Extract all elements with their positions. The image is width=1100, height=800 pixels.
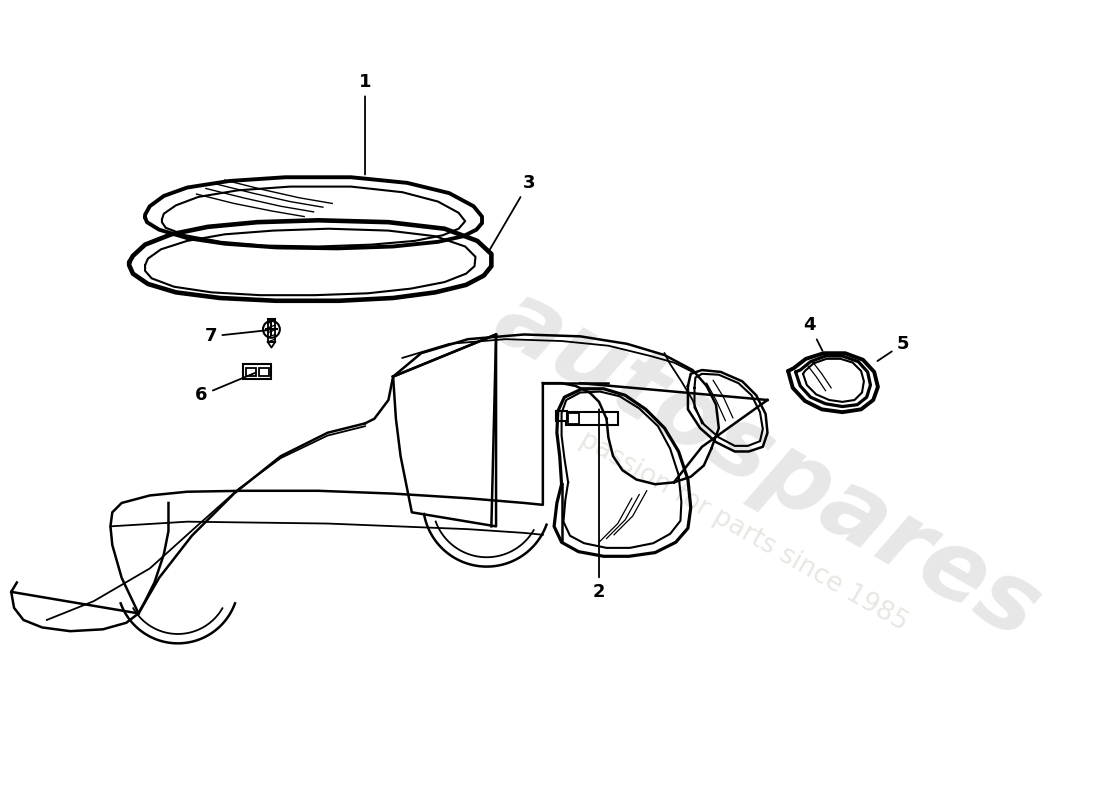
Text: 2: 2 (593, 410, 605, 601)
Text: 7: 7 (205, 327, 268, 346)
Text: 5: 5 (878, 335, 910, 361)
Text: 3: 3 (488, 174, 535, 253)
Text: 6: 6 (195, 373, 255, 404)
Text: 1: 1 (359, 73, 372, 174)
Text: 4: 4 (803, 316, 823, 350)
Bar (246, 368, 255, 376)
Text: passion for parts since 1985: passion for parts since 1985 (575, 426, 913, 636)
Bar (243, 365, 272, 379)
Text: autospares: autospares (478, 272, 1056, 659)
Bar (556, 411, 568, 421)
Circle shape (263, 321, 279, 338)
Bar (260, 368, 268, 376)
Bar (568, 413, 580, 424)
Bar (566, 412, 618, 426)
